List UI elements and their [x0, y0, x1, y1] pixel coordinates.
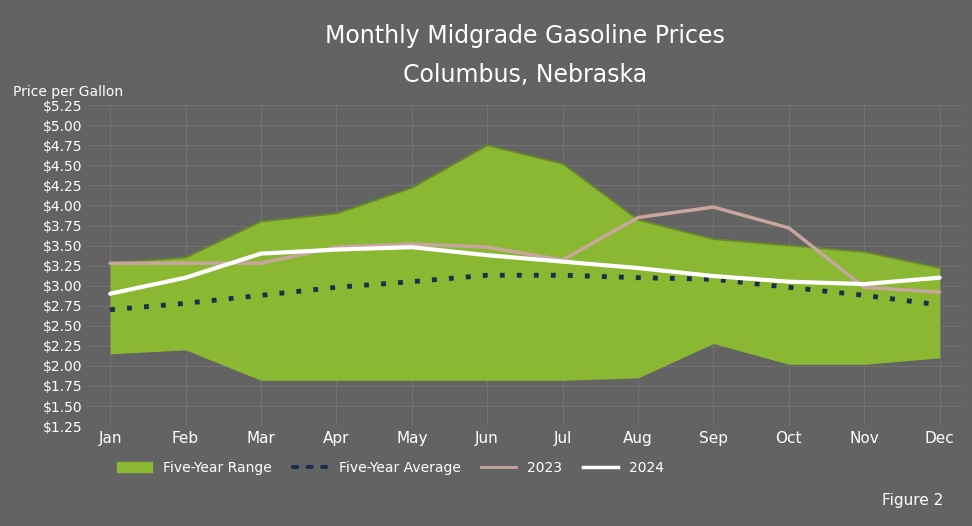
Text: Monthly Midgrade Gasoline Prices: Monthly Midgrade Gasoline Prices	[325, 24, 725, 48]
Text: Figure 2: Figure 2	[882, 492, 943, 508]
Legend: Five-Year Range, Five-Year Average, 2023, 2024: Five-Year Range, Five-Year Average, 2023…	[112, 455, 670, 480]
Text: Columbus, Nebraska: Columbus, Nebraska	[402, 63, 647, 87]
Text: Price per Gallon: Price per Gallon	[13, 85, 123, 99]
